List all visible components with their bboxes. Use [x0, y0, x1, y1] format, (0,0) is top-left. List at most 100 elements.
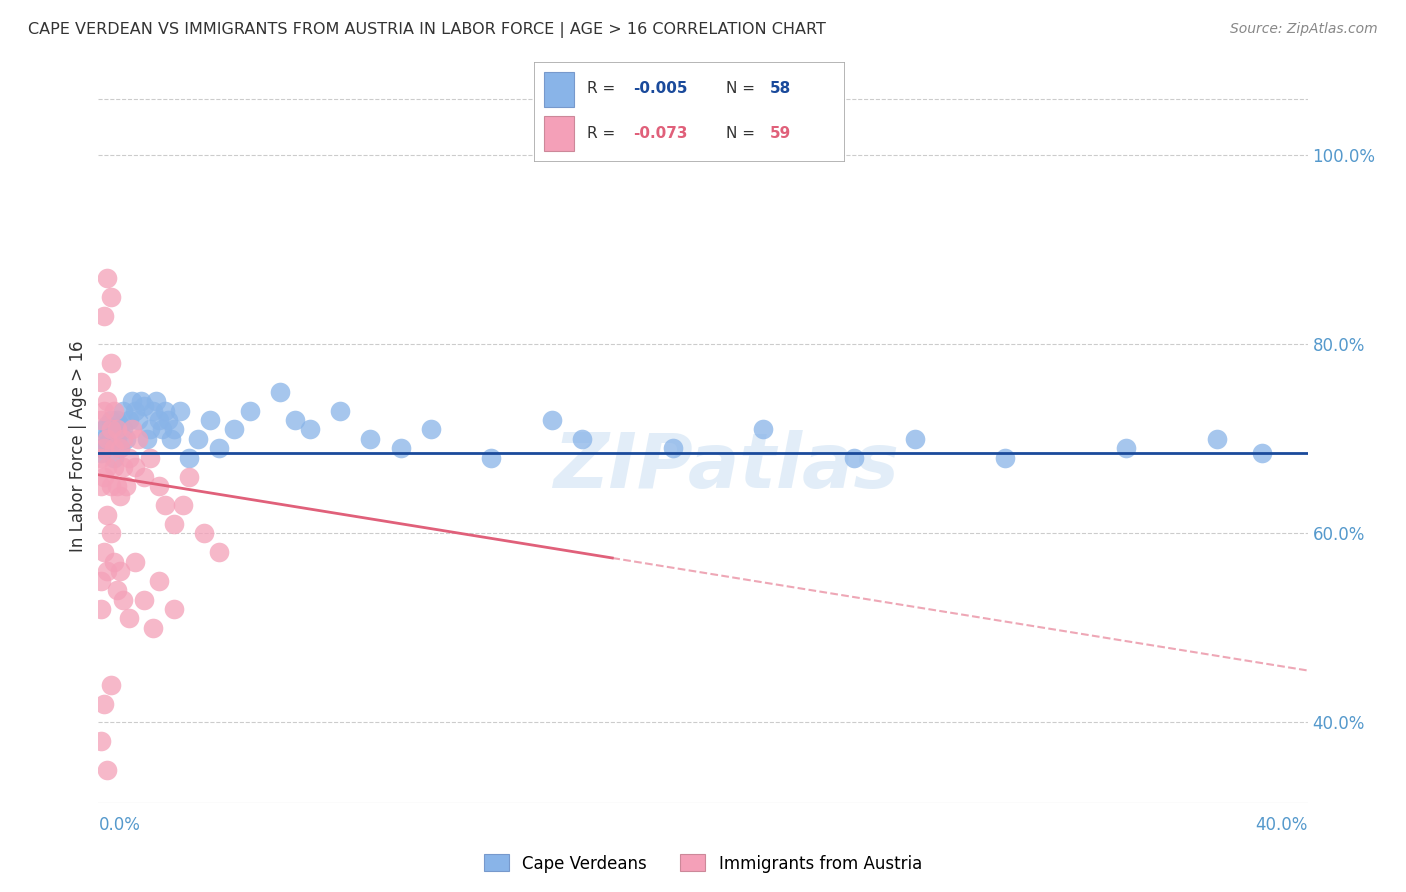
- Point: [752, 422, 775, 436]
- Point: [114, 432, 136, 446]
- Point: [108, 442, 131, 456]
- Point: [108, 564, 131, 578]
- Point: [844, 450, 866, 465]
- Point: [1115, 442, 1137, 456]
- Point: [111, 422, 134, 436]
- Point: [571, 432, 593, 446]
- Point: [187, 432, 209, 446]
- Point: [200, 413, 222, 427]
- Point: [96, 436, 118, 450]
- Point: [103, 555, 125, 569]
- Point: [100, 290, 122, 304]
- Point: [111, 460, 134, 475]
- Point: [389, 442, 412, 456]
- Point: [150, 422, 173, 436]
- Point: [90, 450, 112, 465]
- Point: [662, 442, 685, 456]
- Point: [148, 413, 170, 427]
- Point: [1251, 446, 1274, 460]
- Point: [142, 621, 165, 635]
- Point: [103, 460, 125, 475]
- FancyBboxPatch shape: [544, 72, 575, 107]
- Text: ZIPatlas: ZIPatlas: [554, 431, 900, 504]
- Point: [93, 403, 115, 417]
- Point: [111, 403, 134, 417]
- Point: [224, 422, 246, 436]
- Point: [420, 422, 443, 436]
- Point: [114, 479, 136, 493]
- Point: [156, 413, 179, 427]
- Point: [118, 450, 141, 465]
- Point: [118, 611, 141, 625]
- Point: [93, 442, 115, 456]
- Point: [93, 697, 115, 711]
- Point: [142, 403, 165, 417]
- Point: [90, 375, 112, 389]
- Point: [111, 432, 134, 446]
- Point: [163, 422, 186, 436]
- Point: [105, 479, 128, 493]
- Point: [118, 413, 141, 427]
- Point: [103, 422, 125, 436]
- Point: [208, 545, 231, 559]
- Point: [329, 403, 352, 417]
- Point: [96, 432, 118, 446]
- Point: [93, 469, 115, 483]
- Point: [124, 460, 146, 475]
- Text: CAPE VERDEAN VS IMMIGRANTS FROM AUSTRIA IN LABOR FORCE | AGE > 16 CORRELATION CH: CAPE VERDEAN VS IMMIGRANTS FROM AUSTRIA …: [28, 22, 825, 38]
- Point: [90, 574, 112, 588]
- Text: -0.005: -0.005: [633, 81, 688, 96]
- Point: [1206, 432, 1229, 446]
- Text: N =: N =: [725, 126, 755, 141]
- Point: [96, 394, 118, 409]
- Point: [103, 442, 125, 456]
- Text: R =: R =: [586, 81, 614, 96]
- Point: [96, 508, 118, 522]
- Point: [179, 469, 201, 483]
- Point: [100, 432, 122, 446]
- Point: [163, 602, 186, 616]
- Text: N =: N =: [725, 81, 755, 96]
- Point: [132, 399, 155, 413]
- Point: [100, 678, 122, 692]
- Point: [148, 479, 170, 493]
- Point: [90, 442, 112, 456]
- Point: [135, 432, 157, 446]
- Point: [153, 403, 176, 417]
- Point: [124, 555, 146, 569]
- FancyBboxPatch shape: [544, 117, 575, 151]
- Point: [90, 734, 112, 748]
- Point: [132, 592, 155, 607]
- Text: 59: 59: [769, 126, 790, 141]
- Point: [127, 413, 149, 427]
- Point: [103, 403, 125, 417]
- Point: [105, 432, 128, 446]
- Text: Source: ZipAtlas.com: Source: ZipAtlas.com: [1230, 22, 1378, 37]
- Point: [148, 574, 170, 588]
- Point: [121, 394, 143, 409]
- Point: [284, 413, 307, 427]
- Point: [540, 413, 562, 427]
- Point: [994, 450, 1017, 465]
- Point: [100, 413, 122, 427]
- Point: [90, 602, 112, 616]
- Text: 0.0%: 0.0%: [98, 816, 141, 834]
- Point: [129, 394, 152, 409]
- Point: [96, 564, 118, 578]
- Point: [103, 450, 125, 465]
- Point: [179, 450, 201, 465]
- Text: -0.073: -0.073: [633, 126, 688, 141]
- Point: [299, 422, 322, 436]
- Point: [96, 271, 118, 285]
- Y-axis label: In Labor Force | Age > 16: In Labor Force | Age > 16: [69, 340, 87, 552]
- Point: [481, 450, 503, 465]
- Point: [132, 469, 155, 483]
- Point: [93, 545, 115, 559]
- Text: 40.0%: 40.0%: [1256, 816, 1308, 834]
- Point: [108, 442, 131, 456]
- Point: [108, 489, 131, 503]
- Point: [100, 422, 122, 436]
- Point: [239, 403, 262, 417]
- Point: [153, 498, 176, 512]
- Point: [139, 422, 162, 436]
